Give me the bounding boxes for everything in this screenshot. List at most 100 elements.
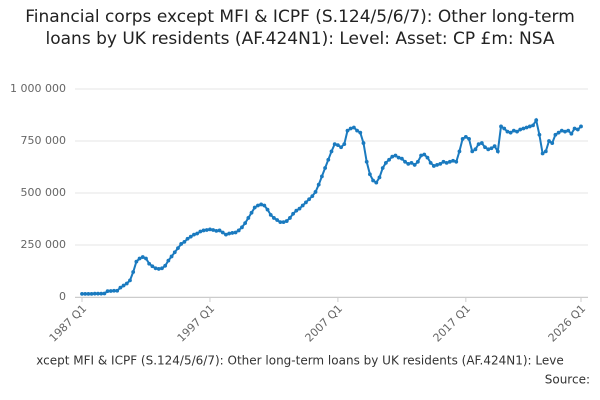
chart-title: Financial corps except MFI & ICPF (S.124… (25, 7, 575, 49)
point (291, 211, 296, 216)
point (297, 206, 302, 211)
point (499, 124, 503, 129)
point (147, 261, 152, 266)
point (284, 219, 289, 223)
point (86, 291, 91, 296)
point (204, 228, 209, 232)
point (441, 159, 446, 164)
point (348, 126, 353, 131)
point (575, 127, 580, 132)
point (288, 216, 292, 220)
point (246, 216, 251, 220)
point (361, 141, 366, 145)
point (451, 158, 455, 163)
point (105, 289, 110, 294)
point (412, 163, 417, 167)
point (543, 149, 548, 154)
point (399, 156, 404, 161)
point (160, 266, 164, 271)
point (508, 130, 513, 135)
point (166, 258, 171, 263)
point (563, 129, 567, 134)
point (419, 153, 423, 158)
point (124, 281, 129, 286)
point (332, 142, 337, 147)
y-tick-label: 0 (59, 290, 66, 303)
point (140, 255, 145, 259)
point (92, 291, 97, 296)
caption: xcept MFI & ICPF (S.124/5/6/7): Other lo… (36, 354, 563, 368)
point (198, 229, 203, 234)
point (515, 129, 519, 134)
point (396, 155, 401, 160)
point (569, 131, 574, 136)
point (99, 291, 104, 296)
point (150, 264, 155, 269)
point (217, 228, 222, 233)
point (96, 291, 100, 296)
point (182, 239, 187, 244)
point (310, 194, 315, 199)
point (83, 291, 88, 296)
point (374, 180, 379, 185)
point (428, 160, 433, 165)
point (524, 125, 529, 130)
point (371, 178, 375, 183)
point (176, 246, 180, 251)
point (358, 130, 363, 135)
point (281, 220, 286, 225)
point (422, 152, 427, 157)
point (163, 263, 168, 268)
point (195, 231, 200, 236)
point (527, 124, 532, 129)
point (380, 166, 385, 170)
point (323, 166, 328, 170)
point (342, 142, 347, 147)
point (467, 137, 471, 141)
point (390, 154, 395, 159)
point (211, 228, 216, 232)
point (364, 159, 369, 164)
y-tick-label: 500 000 (21, 186, 67, 199)
point (249, 210, 254, 215)
point (454, 159, 459, 164)
point (192, 232, 196, 237)
point (351, 125, 356, 130)
point (121, 283, 126, 288)
point (473, 147, 478, 152)
point (556, 130, 561, 135)
point (208, 227, 212, 232)
point (355, 128, 359, 133)
point (505, 129, 510, 134)
point (547, 139, 551, 143)
point (540, 151, 545, 156)
point (415, 159, 420, 164)
point (406, 161, 411, 166)
point (447, 159, 452, 164)
point (495, 149, 500, 154)
point (131, 270, 136, 274)
point (435, 163, 439, 167)
point (335, 143, 340, 148)
point (243, 221, 248, 226)
point (521, 126, 526, 131)
point (214, 228, 219, 233)
point (156, 267, 161, 271)
point (240, 225, 244, 230)
point (137, 256, 142, 261)
point (185, 236, 190, 241)
point (444, 160, 449, 165)
point (329, 149, 334, 154)
point (531, 123, 535, 128)
point (294, 208, 299, 213)
point (259, 202, 264, 207)
point (403, 159, 407, 164)
point (236, 228, 241, 233)
point (278, 220, 283, 225)
x-tick-label: 1997 Q1 (175, 302, 218, 345)
point (220, 230, 225, 235)
point (275, 218, 280, 222)
point (431, 164, 436, 168)
point (579, 124, 583, 129)
